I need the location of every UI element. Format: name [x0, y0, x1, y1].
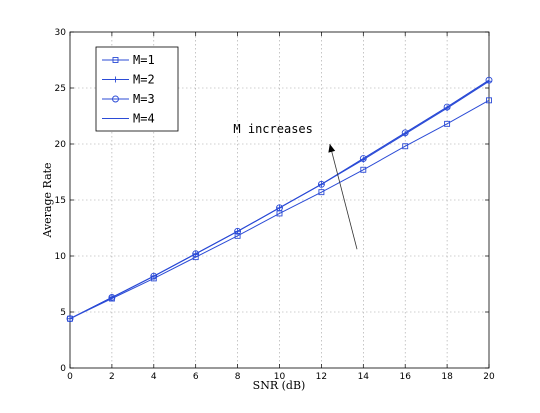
data-point-square [360, 166, 367, 173]
series-m-4 [69, 79, 490, 320]
series-lines [66, 76, 493, 323]
data-point-circle [485, 76, 493, 84]
annotation-arrow-line [329, 143, 358, 250]
x-tick-label: 2 [109, 372, 115, 382]
data-point-circle [150, 272, 158, 280]
legend-label: M=3 [133, 92, 155, 106]
x-tick-label: 12 [316, 372, 327, 382]
x-tick-label: 4 [151, 372, 157, 382]
legend-item: M=1 [102, 53, 155, 67]
series-line [69, 79, 490, 320]
data-point-circle [192, 250, 200, 258]
data-point-square [486, 97, 492, 104]
data-point-square [112, 57, 119, 63]
legend-label: M=4 [133, 112, 155, 126]
data-point-plus [112, 76, 119, 83]
y-tick-label: 0 [60, 364, 66, 374]
data-point-circle [112, 95, 119, 103]
data-point-circle [66, 315, 74, 323]
annotation-m-increases: M increases [233, 122, 358, 250]
y-tick-label: 10 [55, 252, 67, 262]
y-tick-label: 25 [55, 84, 66, 94]
data-point-square [444, 120, 451, 127]
axes [69, 31, 490, 369]
grid-lines [70, 32, 489, 368]
legend-item: M=3 [102, 92, 155, 106]
x-tick-label: 16 [399, 372, 411, 382]
legend: M=1 M=2 M=3 M=4 [95, 46, 179, 132]
y-tick-label: 15 [55, 196, 66, 206]
data-point-circle [317, 180, 325, 188]
data-point-circle [359, 155, 367, 163]
y-tick-label: 30 [55, 28, 67, 38]
x-tick-label: 8 [235, 372, 241, 382]
x-tick-label: 20 [483, 372, 495, 382]
data-point-square [402, 143, 409, 150]
data-point-circle [276, 204, 283, 212]
data-point-circle [108, 293, 116, 301]
annotation-arrow-head [328, 144, 336, 153]
y-tick-label: 20 [55, 140, 67, 150]
x-tick-label: 6 [193, 372, 199, 382]
x-axis-label: SNR (dB) [253, 379, 306, 392]
series-line [69, 99, 490, 320]
data-point-square [318, 189, 325, 196]
tick-labels: 0 2 4 6 8 10 12 14 16 18 20 0 5 10 15 20 25 30 [55, 28, 495, 382]
y-tick-label: 5 [60, 308, 66, 318]
annotation: M increases [233, 122, 358, 250]
legend-box [95, 46, 179, 132]
x-tick-label: 10 [274, 372, 286, 382]
x-tick-label: 18 [441, 372, 453, 382]
x-tick-label: 14 [358, 372, 370, 382]
y-axis-label: Average Rate [41, 162, 54, 238]
data-point-circle [234, 227, 242, 235]
data-point-circle [401, 129, 409, 137]
legend-label: M=2 [133, 73, 155, 87]
annotation-text: M increases [233, 122, 312, 136]
x-tick-label: 0 [67, 372, 73, 382]
legend-item: M=2 [102, 73, 155, 87]
data-point-circle [443, 103, 451, 111]
legend-label: M=1 [133, 53, 155, 67]
legend-item: M=4 [102, 112, 155, 126]
